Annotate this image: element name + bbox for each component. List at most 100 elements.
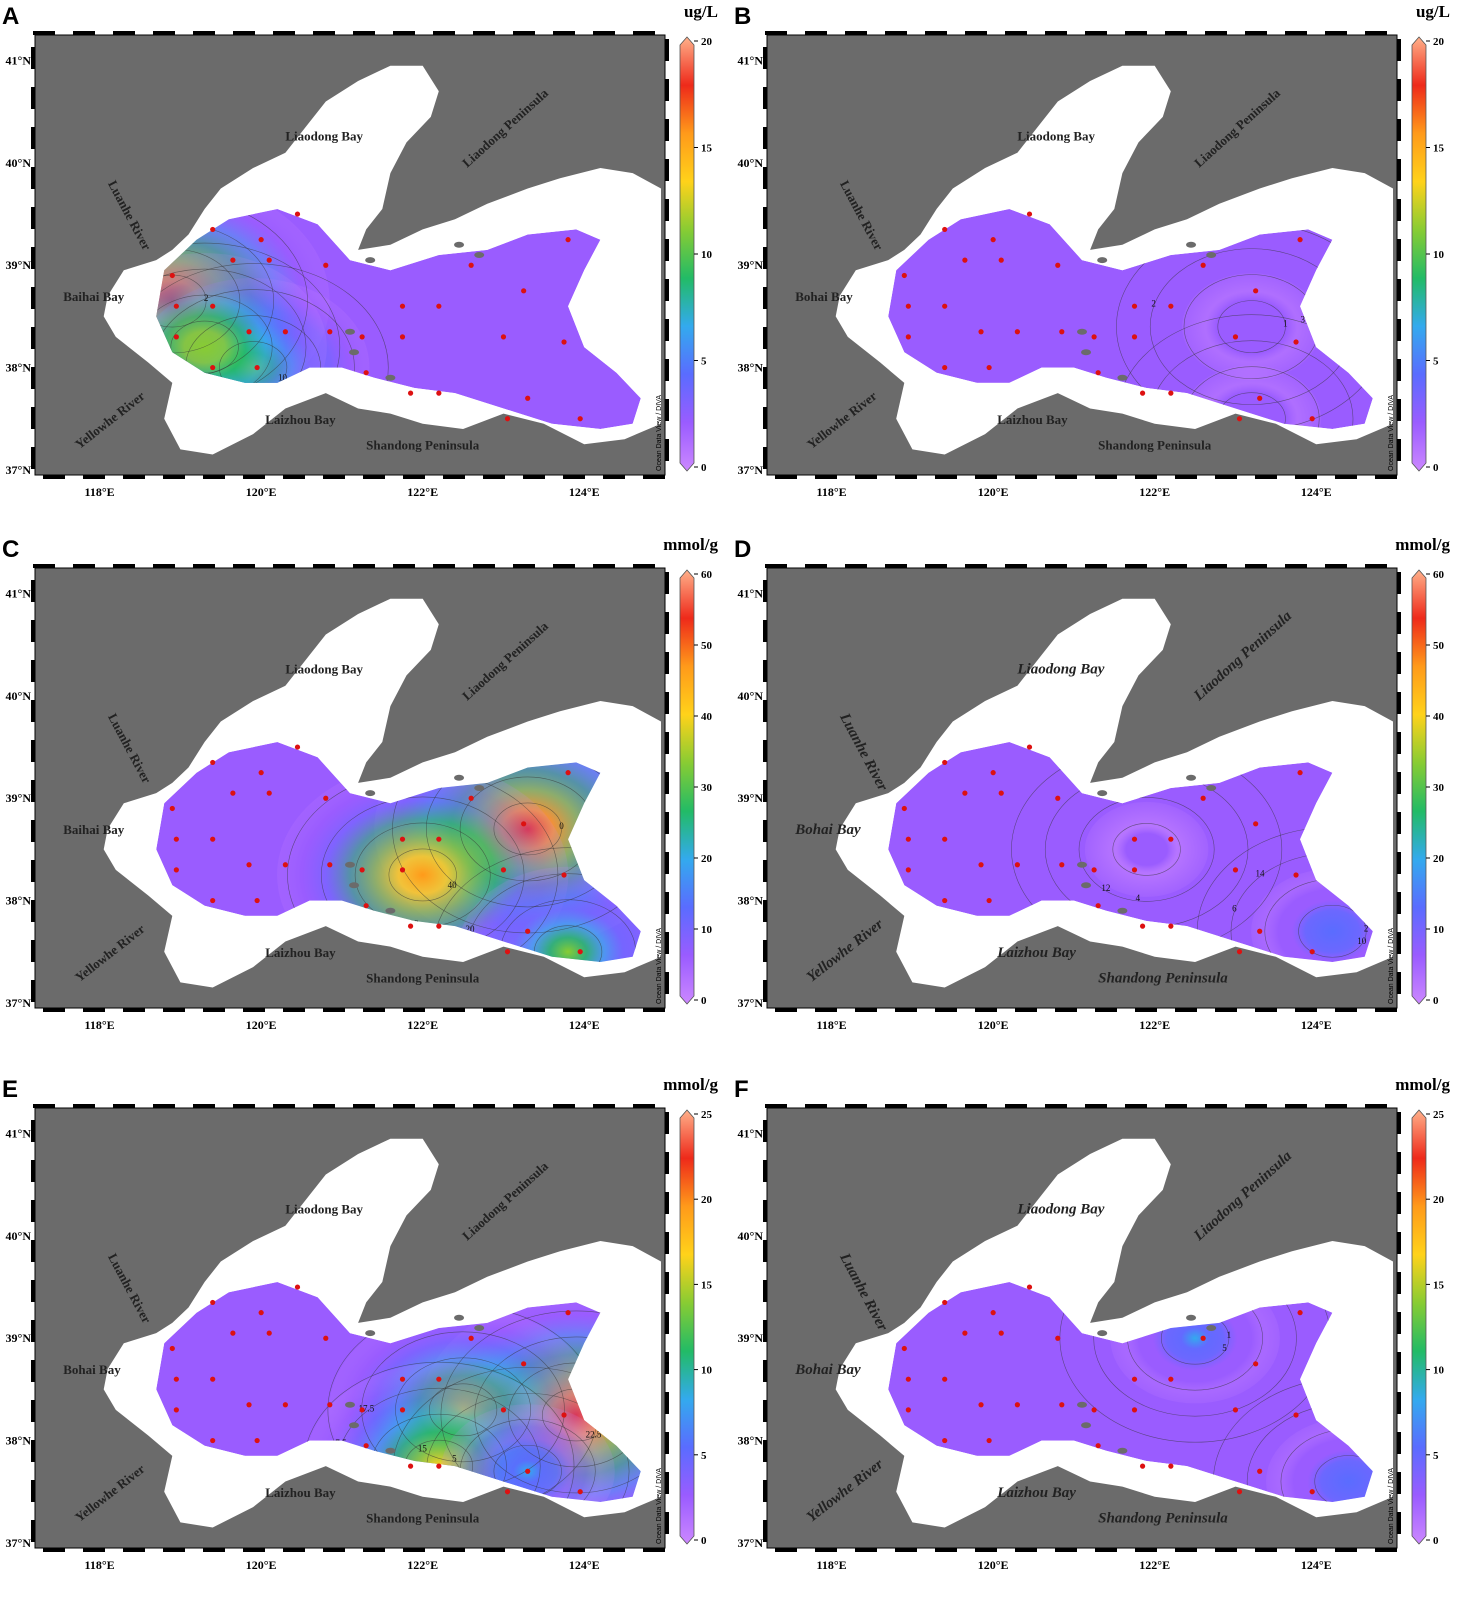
contour-label: 20 <box>466 924 476 934</box>
station-point <box>942 897 948 904</box>
station-point <box>1297 1310 1303 1316</box>
contour-label: 2 <box>1364 923 1369 933</box>
contour-line <box>1314 1455 1373 1502</box>
lon-tick-label: 118°E <box>817 1018 847 1032</box>
station-point <box>323 795 329 801</box>
contour-label: 17.5 <box>359 1404 375 1414</box>
station-point <box>1168 390 1174 396</box>
colorbar-tick-label: 50 <box>701 640 713 652</box>
station-point <box>399 1376 406 1382</box>
colorbar-tick-label: 10 <box>1433 924 1445 936</box>
field-hotspot <box>1266 1418 1373 1502</box>
station-point <box>942 1299 948 1306</box>
colorbar-tick-label: 0 <box>701 462 707 474</box>
station-point <box>942 1376 948 1382</box>
station-point <box>905 1376 911 1382</box>
colorbar-tick-label: 50 <box>1433 640 1445 652</box>
island <box>385 374 396 381</box>
island <box>1097 257 1108 264</box>
station-point <box>1059 329 1065 335</box>
station-point <box>1168 1376 1174 1382</box>
station-point <box>942 226 948 233</box>
station-point <box>436 836 442 842</box>
station-point <box>230 790 236 796</box>
station-point <box>294 744 301 750</box>
lat-tick-label: 39°N <box>6 1331 32 1345</box>
island <box>1206 785 1217 791</box>
colorbar-tick-label: 60 <box>1433 569 1445 581</box>
field-hotspot <box>1084 801 1209 897</box>
lon-tick-label: 118°E <box>817 1558 847 1572</box>
panel-label: B <box>734 3 751 30</box>
island <box>454 1314 465 1321</box>
lon-tick-label: 124°E <box>569 485 600 499</box>
station-point <box>521 1361 527 1367</box>
island <box>1077 861 1087 868</box>
station-point <box>942 759 948 766</box>
station-point <box>258 770 264 776</box>
station-point <box>1095 903 1101 909</box>
lon-tick-label: 118°E <box>85 1558 115 1572</box>
map-border-dashes <box>763 564 1401 1012</box>
interpolated-field: 24681012 <box>156 209 641 429</box>
station-point <box>399 1407 406 1413</box>
lon-tick-label: 124°E <box>569 1018 600 1032</box>
lon-tick-label: 124°E <box>1301 485 1332 499</box>
station-point <box>1309 949 1315 955</box>
station-point <box>905 836 911 842</box>
station-point <box>294 1284 301 1290</box>
station-point <box>1257 928 1263 934</box>
station-point <box>998 1330 1004 1336</box>
lon-tick-label: 122°E <box>1139 1018 1170 1032</box>
contour-label: 5 <box>452 1453 457 1463</box>
lat-tick-label: 38°N <box>6 361 32 375</box>
lon-tick-label: 122°E <box>407 485 438 499</box>
station-point <box>525 1468 531 1474</box>
station-point <box>978 1402 984 1408</box>
lat-tick-label: 41°N <box>738 1127 764 1141</box>
place-name: Shandong Peninsula <box>366 1510 480 1525</box>
station-point <box>1131 1407 1138 1413</box>
contour-label: 10 <box>278 372 288 382</box>
station-point <box>1309 416 1315 422</box>
station-point <box>468 795 474 801</box>
colorbar-tick-label: 0 <box>701 995 707 1007</box>
station-point <box>905 1407 911 1413</box>
station-point <box>1232 334 1239 340</box>
contour-label: 12 <box>1101 883 1110 893</box>
lon-tick-label: 122°E <box>1139 485 1170 499</box>
contour-line <box>474 1336 641 1494</box>
station-point <box>561 339 567 345</box>
island <box>349 349 360 356</box>
colorbar-tick-label: 5 <box>1433 356 1439 368</box>
colorbar-tick-label: 60 <box>701 569 713 581</box>
station-point <box>561 1412 567 1418</box>
map-border-dashes <box>31 1104 669 1552</box>
station-point <box>359 334 365 340</box>
lon-tick-label: 120°E <box>978 1558 1009 1572</box>
contour-line <box>440 1310 641 1502</box>
station-point <box>986 364 992 371</box>
colorbar-tick-label: 10 <box>1433 1365 1445 1377</box>
station-point <box>962 1330 968 1336</box>
station-point <box>1168 923 1174 929</box>
lat-tick-label: 37°N <box>738 463 764 477</box>
station-point <box>905 867 911 873</box>
station-point <box>407 390 414 396</box>
lat-tick-label: 38°N <box>6 894 32 908</box>
place-name: Laizhou Bay <box>996 1485 1076 1501</box>
station-point <box>436 923 442 929</box>
station-point <box>407 923 414 929</box>
lat-tick-label: 40°N <box>6 689 32 703</box>
station-point <box>504 1489 511 1495</box>
lat-tick-label: 37°N <box>738 1536 764 1550</box>
colorbar: 0 10 20 30 40 50 60 <box>679 569 713 1007</box>
lat-tick-label: 37°N <box>738 996 764 1010</box>
station-point <box>210 364 216 371</box>
colorbar-tick-label: 5 <box>1433 1450 1439 1462</box>
